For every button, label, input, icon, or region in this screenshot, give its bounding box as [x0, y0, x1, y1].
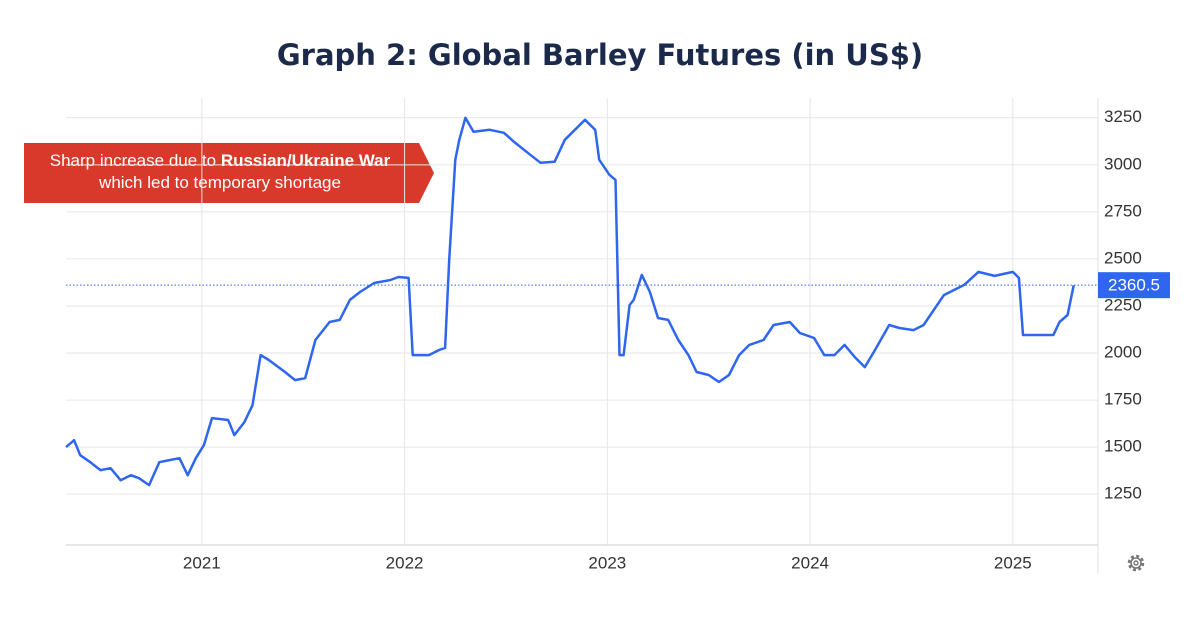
settings-icon[interactable]: [1127, 554, 1145, 572]
price-line: [65, 116, 1075, 487]
last-value-tag: [1098, 272, 1170, 299]
y-tick-label: 2750: [1104, 201, 1142, 220]
y-tick-label: 3250: [1104, 107, 1142, 126]
annotation-text: which led to temporary shortage: [99, 173, 341, 192]
chart-title: Graph 2: Global Barley Futures (in US$): [276, 38, 924, 72]
x-tick-label: 2024: [791, 553, 829, 572]
last-value-label: 2360.5: [1108, 276, 1160, 295]
x-tick-label: 2023: [588, 553, 626, 572]
y-tick-label: 3000: [1104, 154, 1142, 173]
y-tick-label: 1500: [1104, 437, 1142, 456]
y-tick-label: 2500: [1104, 248, 1142, 267]
y-tick-label: 2250: [1104, 295, 1142, 314]
x-tick-label: 2021: [183, 553, 221, 572]
y-tick-label: 1250: [1104, 484, 1142, 503]
y-tick-label: 1750: [1104, 390, 1142, 409]
x-tick-label: 2022: [386, 553, 424, 572]
annotation-box: [24, 143, 434, 203]
y-tick-label: 2000: [1104, 343, 1142, 362]
x-tick-label: 2025: [994, 553, 1032, 572]
